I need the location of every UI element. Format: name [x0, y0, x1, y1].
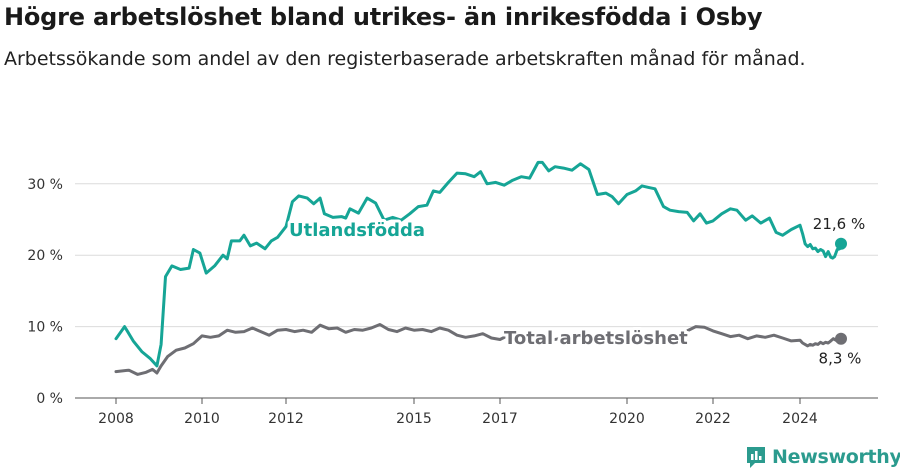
x-tick-label: 2012	[268, 411, 304, 427]
x-tick-label: 2022	[695, 411, 731, 427]
total-label-halo: Total arbetslöshet	[504, 328, 688, 349]
y-tick-label: 10 %	[27, 320, 63, 336]
x-tick-label: 2017	[482, 411, 518, 427]
chart-subtitle: Arbetssökande som andel av den registerb…	[4, 48, 806, 70]
y-tick-label: 20 %	[27, 248, 63, 264]
utlandsfodda-line	[114, 160, 843, 368]
x-axis-ticks: 2008 2010 2012 2015 2017 2020 2022 2024	[98, 398, 818, 427]
x-tick-label: 2010	[184, 411, 220, 427]
utlandsfodda-label: Utlandsfödda	[289, 220, 425, 241]
newsworthy-logo: Newsworthy	[745, 444, 900, 470]
x-tick-label: 2024	[782, 411, 818, 427]
x-tick-label: 2015	[396, 411, 432, 427]
x-tick-label: 2008	[98, 411, 134, 427]
x-tick-label: 2020	[609, 411, 645, 427]
utlandsfodda-label-halo: Utlandsfödda	[289, 220, 425, 241]
newsworthy-logo-icon	[747, 447, 765, 468]
total-line	[114, 323, 843, 376]
y-tick-label: 0 %	[36, 391, 63, 407]
y-tick-label: 30 %	[27, 177, 63, 193]
chart-title: Högre arbetslöshet bland utrikes- än inr…	[4, 3, 763, 31]
y-axis-ticks: 0 % 10 % 20 % 30 %	[27, 177, 63, 407]
logo-text: Newsworthy	[772, 446, 900, 468]
series-lines	[114, 160, 847, 376]
gridlines	[75, 183, 878, 328]
total-label: Total arbetslöshet	[504, 328, 688, 349]
utlandsfodda-end-point	[835, 237, 847, 250]
total-end-value: 8,3 %	[819, 350, 862, 368]
total-end-point	[835, 332, 847, 345]
utlandsfodda-end-value: 21,6 %	[813, 215, 865, 233]
